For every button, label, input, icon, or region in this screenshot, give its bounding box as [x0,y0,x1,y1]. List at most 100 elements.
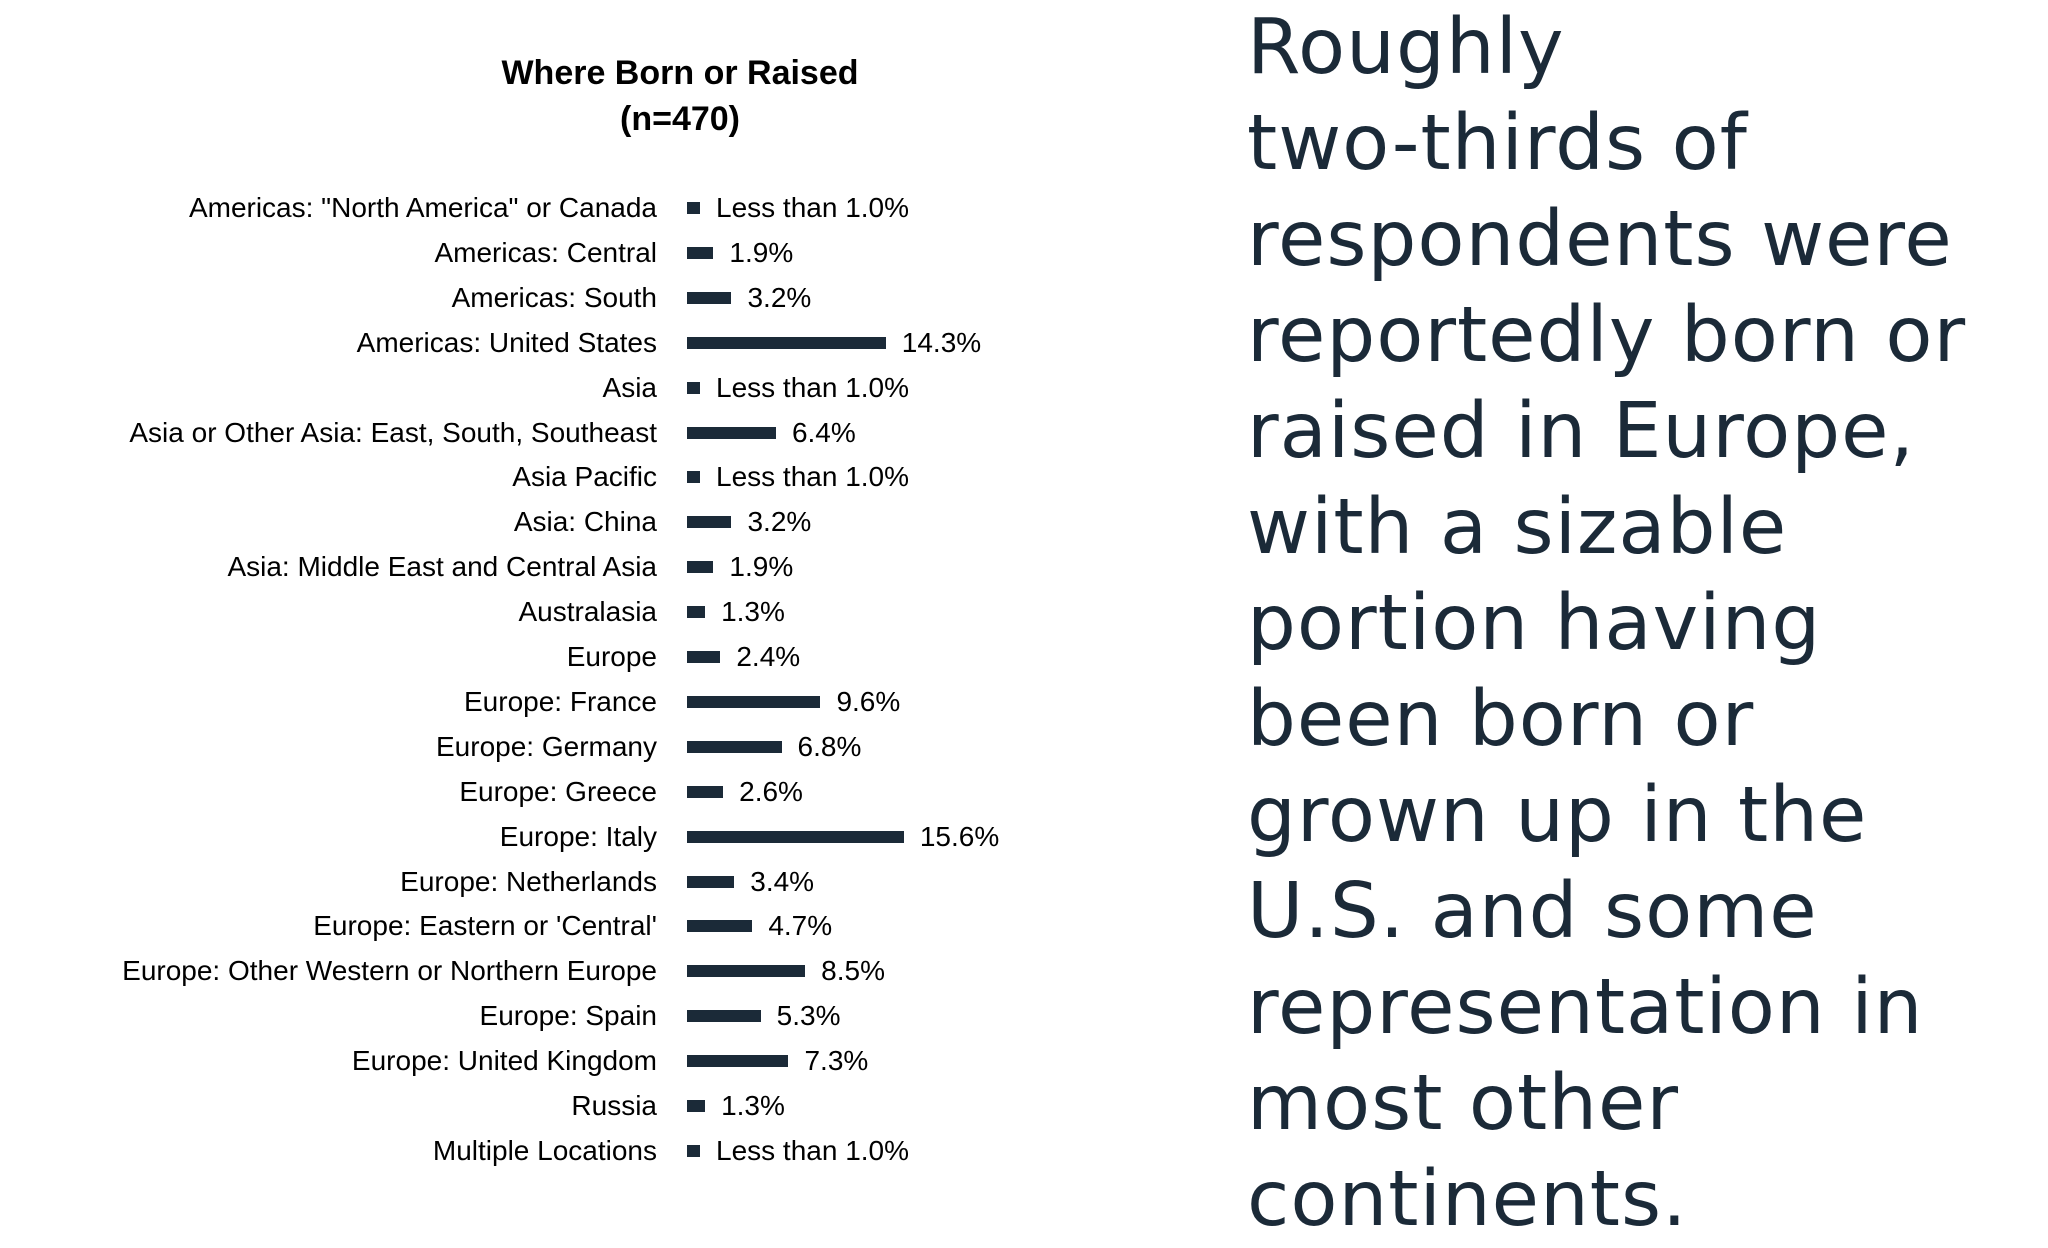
category-label: Europe: United Kingdom [351,1045,657,1077]
data-label: 6.8% [797,730,862,762]
summary-line: raised in Europe, [1247,387,1916,476]
bar [687,920,753,933]
category-label: Asia [602,371,657,403]
summary-line: continents. [1247,1155,1688,1244]
category-label: Asia or Other Asia: East, South, Southea… [129,416,657,448]
bar-row: Americas: Central 1.9% [0,231,1150,275]
bar [687,381,700,394]
category-label: Europe: Netherlands [400,865,657,897]
bar [687,965,806,978]
chart-subtitle: (n=470) [620,100,740,138]
data-label: 15.6% [919,820,1000,852]
bar-row: Americas: "North America" or Canada Less … [0,186,1150,230]
category-label: Europe: Other Western or Northern Europe [122,955,657,987]
summary-line: most other [1247,1059,1680,1148]
category-label: Europe: Germany [436,730,657,762]
summary-line: been born or [1247,675,1755,764]
data-label: 14.3% [901,326,982,358]
data-label: 7.3% [804,1045,869,1077]
bar-row: Europe: Greece 2.6% [0,770,1150,814]
chart-title-text: Where Born or Raised [501,54,859,92]
category-label: Asia: China [513,506,657,538]
data-label: Less than 1.0% [716,371,910,403]
bar-row: Europe: Netherlands 3.4% [0,860,1150,904]
data-label: 5.3% [776,1000,841,1032]
summary-line: grown up in the [1247,771,1868,860]
data-label: 2.4% [736,641,801,672]
bar-row: Multiple Locations Less than 1.0% [0,1129,1150,1173]
bar [687,1144,700,1157]
bar-row: Europe: Italy 15.6% [0,815,1150,859]
summary-line: with a sizable [1247,483,1788,572]
summary-line: Roughly [1247,3,1565,92]
category-label: Multiple Locations [432,1134,657,1166]
summary-line: U.S. and some [1247,867,1818,956]
bar [687,830,904,843]
data-label: Less than 1.0% [716,192,910,223]
bar [687,561,714,574]
data-label: Less than 1.0% [716,1134,910,1166]
data-label: 6.4% [791,416,856,448]
data-label: 3.2% [747,506,812,538]
bar [687,1010,761,1023]
category-label: Asia: Middle East and Central Asia [227,551,657,583]
bar-row: Asia: China 3.2% [0,500,1150,544]
category-label: Asia Pacific [512,461,657,493]
data-label: 2.6% [739,775,803,807]
bar-row: Europe: France 9.6% [0,680,1150,724]
data-label: 9.6% [836,685,901,717]
summary-line: two-thirds of [1247,99,1748,188]
bar [687,740,782,753]
bar-row: Europe: Eastern or 'Central' 4.7% [0,904,1150,948]
bar [687,651,721,663]
bar-row: Europe: United Kingdom 7.3% [0,1039,1150,1083]
bar [687,695,821,708]
data-label: 1.9% [729,551,794,583]
bar [687,246,714,259]
bar [687,291,732,304]
summary-line: representation in [1247,963,1924,1052]
data-label: Less than 1.0% [716,461,910,493]
data-label: 8.5% [821,955,885,987]
bar-row: Asia or Other Asia: East, South, Southea… [0,411,1150,455]
summary-line: respondents were [1247,195,1953,284]
summary-line: portion having [1247,579,1822,668]
bar-row: Asia Pacific Less than 1.0% [0,455,1150,499]
category-label: Australasia [518,596,657,628]
bar [687,785,724,798]
bar [687,426,776,439]
category-label: Europe: Greece [459,775,657,807]
category-label: Europe: Eastern or 'Central' [313,910,657,942]
bar-row: Australasia 1.3% [0,590,1150,634]
data-label: 3.4% [750,865,815,897]
category-label: Americas: United States [356,326,657,358]
category-label: Europe: Italy [499,820,657,852]
data-label: 3.2% [747,281,812,313]
bar [687,471,700,484]
bar-row: Europe: Spain 5.3% [0,994,1150,1038]
bar-row: Europe: Germany 6.8% [0,725,1150,769]
data-label: 1.3% [721,596,785,628]
category-label: Europe: France [464,685,657,717]
bar-row: Americas: South 3.2% [0,276,1150,320]
category-label: Americas: Central [434,236,657,268]
bar-row: Asia: Middle East and Central Asia 1.9% [0,545,1150,589]
bar [687,516,732,529]
data-label: 4.7% [768,910,833,942]
chart-title: Where Born or Raised (n=470) [380,50,980,142]
category-label: Americas: "North America" or Canada [188,192,657,223]
bar [687,1055,789,1068]
bar [687,1100,706,1112]
summary-line: reportedly born or [1247,291,1967,380]
bar-row: Asia Less than 1.0% [0,366,1150,410]
bar-row: Europe 2.4% [0,635,1150,679]
category-label: Europe [566,641,657,672]
bar-row: Americas: United States 14.3% [0,321,1150,365]
data-label: 1.9% [729,236,794,268]
bar-row: Europe: Other Western or Northern Europe… [0,949,1150,993]
data-label: 1.3% [721,1090,785,1121]
bar [687,336,886,349]
bar [687,606,706,619]
summary-text: Roughly two-thirds of respondents were repo… [1247,0,2047,1248]
category-label: Europe: Spain [479,1000,657,1032]
